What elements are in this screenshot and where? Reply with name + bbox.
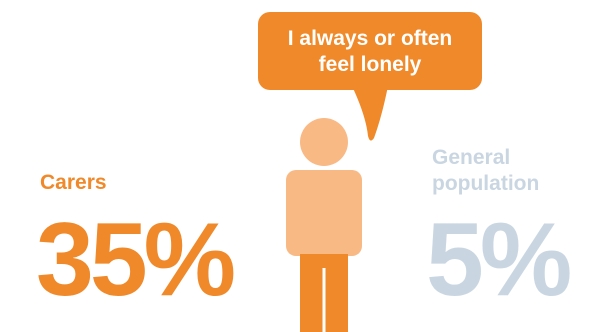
general-population-label: General population — [432, 145, 592, 197]
general-population-percent: 5% — [426, 202, 572, 318]
person-icon — [286, 118, 362, 332]
general-population-label-line-1: General — [432, 146, 511, 169]
person-head — [300, 118, 348, 166]
speech-bubble-text: I always or often feel lonely — [258, 26, 482, 78]
speech-bubble: I always or often feel lonely — [258, 12, 482, 90]
person-body — [286, 170, 362, 256]
general-population-label-line-2: population — [432, 172, 540, 195]
carers-percent: 35% — [36, 202, 236, 318]
speech-bubble-line-1: I always or often — [287, 27, 453, 50]
speech-bubble-tail-icon — [352, 86, 388, 141]
speech-bubble-line-2: feel lonely — [318, 53, 422, 76]
carers-label: Carers — [40, 171, 107, 194]
